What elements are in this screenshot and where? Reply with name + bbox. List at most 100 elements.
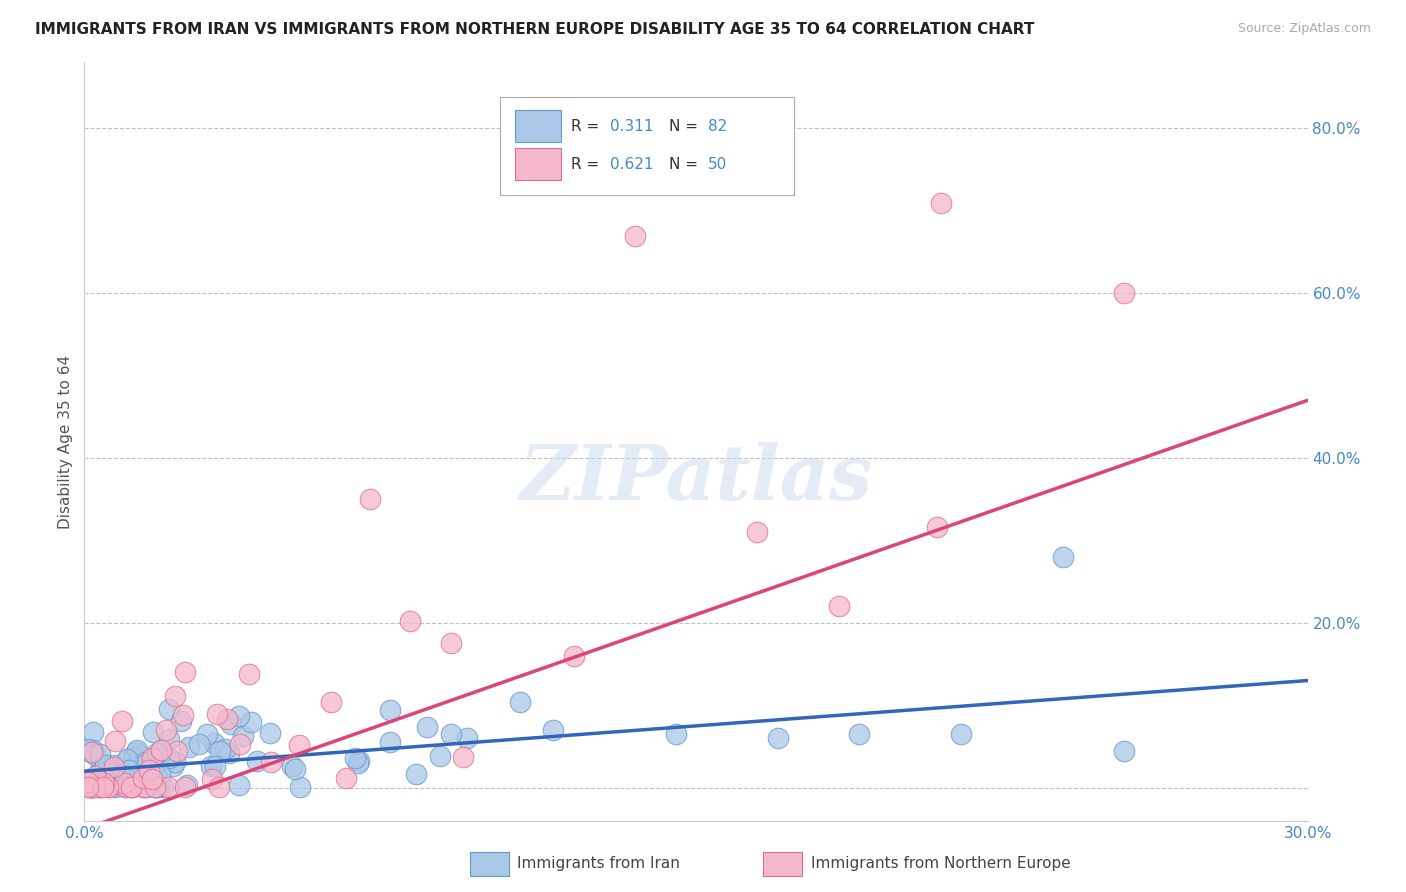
Point <box>347 754 370 768</box>
Point <box>122 749 145 764</box>
Text: 0.311: 0.311 <box>610 120 654 135</box>
Point <box>624 228 647 243</box>
Point <box>157 702 180 716</box>
Y-axis label: Disability Age 35 to 64: Disability Age 35 to 64 <box>58 354 73 529</box>
Point <box>288 780 311 794</box>
Point <box>149 766 172 780</box>
Point <box>139 753 162 767</box>
Point <box>509 695 531 709</box>
Point <box>104 780 127 794</box>
Point <box>77 780 100 794</box>
FancyBboxPatch shape <box>515 148 561 180</box>
Point <box>79 772 101 786</box>
Point <box>148 780 170 794</box>
Point <box>1114 286 1136 301</box>
Point <box>399 614 422 628</box>
Point <box>89 747 111 762</box>
Point <box>1052 549 1074 564</box>
Point <box>204 759 226 773</box>
Point <box>176 778 198 792</box>
Point <box>319 695 342 709</box>
Point <box>100 778 122 792</box>
Point <box>125 745 148 759</box>
Point <box>135 757 157 772</box>
Point <box>89 780 111 794</box>
Point <box>84 780 107 794</box>
Point <box>132 771 155 785</box>
Point <box>207 707 229 722</box>
Point <box>172 707 194 722</box>
Point <box>121 780 143 794</box>
Point <box>152 747 174 761</box>
Point <box>138 763 160 777</box>
Point <box>238 667 260 681</box>
Point <box>217 712 239 726</box>
Text: Immigrants from Iran: Immigrants from Iran <box>517 856 681 871</box>
Point <box>259 726 281 740</box>
Point <box>141 751 163 765</box>
Point <box>665 727 688 741</box>
Point <box>380 735 402 749</box>
Point <box>82 724 104 739</box>
Point <box>174 780 197 794</box>
Point <box>82 742 104 756</box>
Text: 0.621: 0.621 <box>610 157 654 172</box>
Point <box>98 780 121 794</box>
Point <box>195 727 218 741</box>
Text: Source: ZipAtlas.com: Source: ZipAtlas.com <box>1237 22 1371 36</box>
FancyBboxPatch shape <box>470 852 509 876</box>
Point <box>165 756 187 770</box>
Point <box>456 731 478 745</box>
Point <box>284 762 307 776</box>
Point <box>112 775 135 789</box>
Point <box>136 764 159 779</box>
Point <box>162 758 184 772</box>
Text: 82: 82 <box>709 120 727 135</box>
Point <box>91 780 114 794</box>
Point <box>132 780 155 794</box>
Point <box>405 767 427 781</box>
Point <box>188 737 211 751</box>
Point <box>79 780 101 794</box>
Point <box>218 746 240 760</box>
Point <box>219 716 242 731</box>
Point <box>150 742 173 756</box>
Text: 50: 50 <box>709 157 727 172</box>
Point <box>77 744 100 758</box>
Text: R =: R = <box>571 120 605 135</box>
Point <box>232 729 254 743</box>
Point <box>142 762 165 776</box>
Point <box>228 709 250 723</box>
Point <box>766 731 789 746</box>
Point <box>950 727 973 741</box>
Point <box>209 744 232 758</box>
Point <box>347 756 370 771</box>
Point <box>152 780 174 794</box>
Point <box>174 665 197 679</box>
Point <box>134 780 156 794</box>
Point <box>562 648 585 663</box>
Point <box>281 758 304 772</box>
Point <box>84 747 107 762</box>
Point <box>260 755 283 769</box>
Point <box>136 775 159 789</box>
Point <box>378 703 401 717</box>
Point <box>89 780 111 794</box>
Point <box>157 731 180 746</box>
Point <box>110 768 132 782</box>
Point <box>84 769 107 783</box>
Point <box>201 772 224 786</box>
Point <box>97 780 120 794</box>
Point <box>288 738 311 752</box>
Point <box>77 741 100 756</box>
Point <box>228 778 250 792</box>
Point <box>121 780 143 794</box>
Point <box>202 736 225 750</box>
Point <box>163 689 186 703</box>
Point <box>127 747 149 762</box>
Point <box>80 745 103 759</box>
Point <box>96 773 118 788</box>
Point <box>120 780 142 794</box>
Point <box>141 772 163 787</box>
Point <box>150 746 173 760</box>
